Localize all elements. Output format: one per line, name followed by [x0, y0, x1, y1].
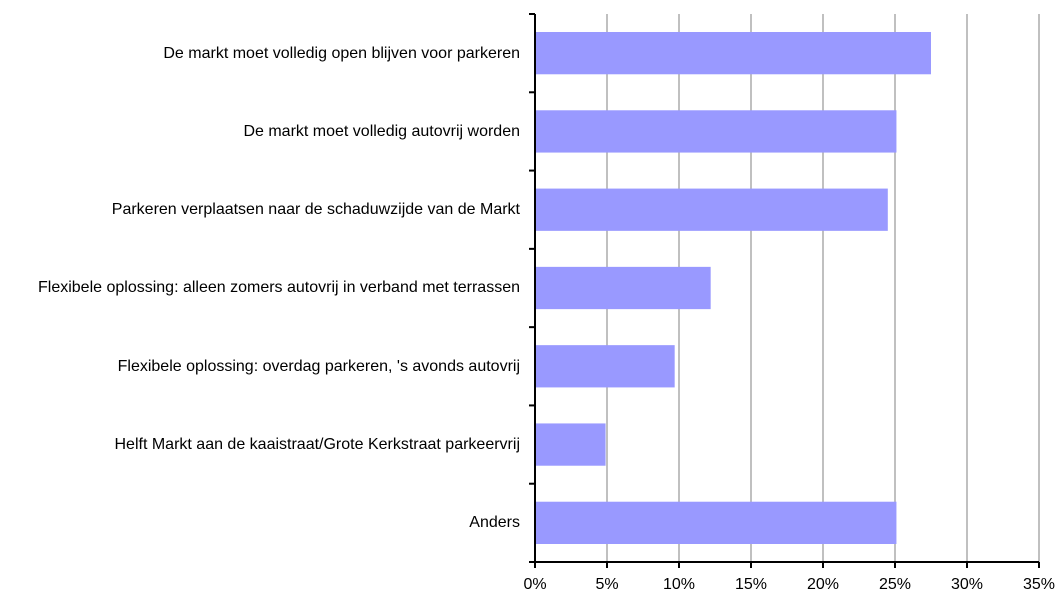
x-tick-label: 30% — [951, 576, 983, 593]
bar — [535, 423, 606, 466]
y-tick-label-box: De markt moet volledig open blijven voor… — [0, 14, 520, 92]
x-tick-label: 10% — [663, 576, 695, 593]
bar — [535, 345, 675, 388]
y-tick-label: Helft Markt aan de kaaistraat/Grote Kerk… — [114, 436, 521, 454]
x-tick-label: 15% — [735, 576, 767, 593]
bar — [535, 32, 931, 75]
y-tick-label-box: Flexibele oplossing: alleen zomers autov… — [0, 249, 520, 327]
x-tick-label: 20% — [807, 576, 839, 593]
x-tick-label: 35% — [1023, 576, 1055, 593]
bar — [535, 501, 897, 544]
y-tick-label: De markt moet volledig autovrij worden — [243, 122, 520, 140]
y-tick-label: De markt moet volledig open blijven voor… — [163, 44, 520, 62]
y-tick-label: Parkeren verplaatsen naar de schaduwzijd… — [111, 201, 520, 219]
y-tick-label: Flexibele oplossing: alleen zomers autov… — [37, 279, 520, 297]
x-tick-label: 0% — [523, 576, 546, 593]
y-tick-label-box: Helft Markt aan de kaaistraat/Grote Kerk… — [0, 405, 521, 483]
y-tick-label-box: Anders — [0, 484, 520, 562]
x-tick-label: 25% — [879, 576, 911, 593]
y-tick-label-box: De markt moet volledig autovrij worden — [0, 92, 520, 170]
y-tick-label-box: Flexibele oplossing: overdag parkeren, '… — [0, 327, 520, 405]
y-tick-label: Anders — [469, 514, 520, 532]
bar — [535, 266, 711, 310]
x-tick-label: 5% — [595, 576, 618, 593]
y-tick-label: Flexibele oplossing: overdag parkeren, '… — [117, 357, 520, 375]
y-tick-label-box: Parkeren verplaatsen naar de schaduwzijd… — [0, 171, 520, 249]
bar — [535, 188, 888, 231]
bar — [535, 110, 897, 153]
